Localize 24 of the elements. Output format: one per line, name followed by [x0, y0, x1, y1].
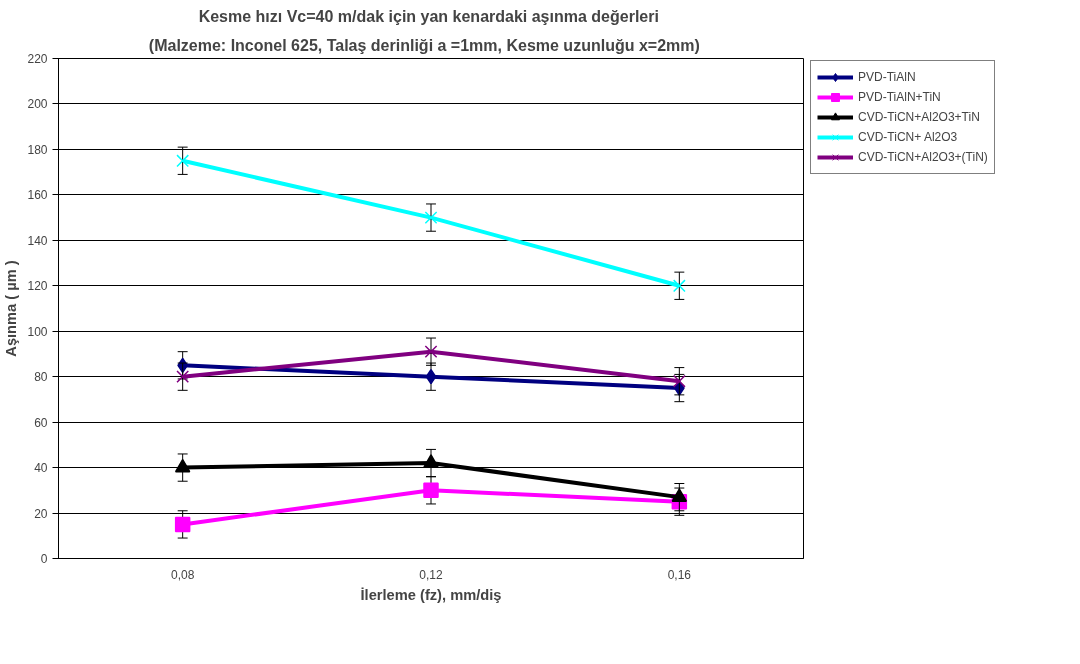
legend-label: CVD-TiCN+Al2O3+(TiN): [858, 150, 988, 164]
legend-label: CVD-TiCN+Al2O3+TiN: [858, 110, 980, 124]
y-tick-label: 140: [27, 233, 48, 248]
y-tick-label: 40: [34, 461, 48, 476]
y-tick-label: 60: [34, 415, 48, 430]
x-tick-label: 0,08: [170, 567, 195, 582]
y-tick-label: 80: [34, 370, 48, 385]
y-tick-label: 160: [27, 188, 48, 203]
y-tick-label: 180: [27, 142, 48, 157]
legend-label: PVD-TiAlN+TiN: [858, 90, 941, 104]
x-axis-title: İlerleme (fz), mm/diş: [360, 586, 502, 603]
y-tick-label: 20: [34, 506, 48, 521]
y-tick-label: 120: [27, 279, 48, 294]
y-tick-label: 100: [27, 324, 48, 339]
y-tick-label: 0: [40, 552, 48, 566]
legend-label: PVD-TiAlN: [858, 70, 916, 84]
y-axis-title: Aşınma ( µm ): [3, 260, 20, 357]
chart-subtitle: (Malzeme: Inconel 625, Talaş derinliği a =1mm, Kesme uzunluğu x=2mm): [148, 36, 700, 54]
y-tick-label: 220: [27, 52, 48, 66]
x-tick-label: 0,16: [667, 567, 692, 582]
y-tick-label: 200: [27, 97, 48, 112]
x-tick-label: 0,12: [419, 567, 443, 582]
chart-title: Kesme hızı Vc=40 m/dak için yan kenardaki aşınma değerleri: [198, 7, 659, 25]
legend-label: CVD-TiCN+ Al2O3: [858, 130, 958, 144]
